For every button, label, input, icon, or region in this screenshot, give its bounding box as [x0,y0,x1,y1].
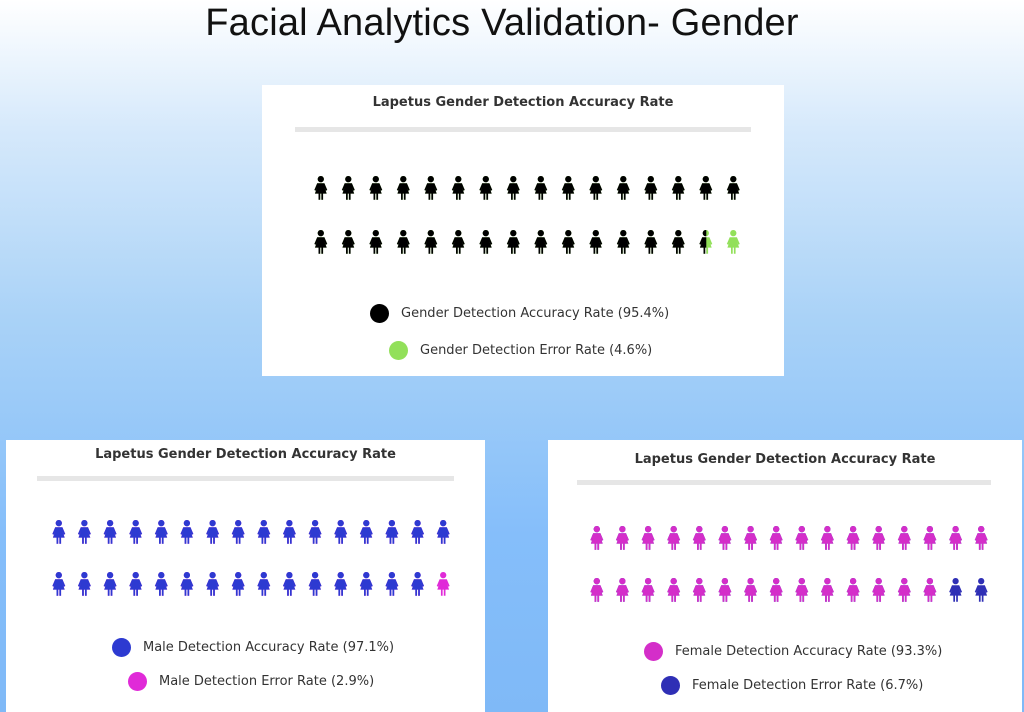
legend-item-error: Gender Detection Error Rate (4.6%) [389,341,652,360]
legend-item-error: Male Detection Error Rate (2.9%) [128,672,374,691]
title-divider [295,127,751,132]
chart-title: Lapetus Gender Detection Accuracy Rate [634,452,936,467]
legend-item-accuracy: Gender Detection Accuracy Rate (95.4%) [370,304,669,323]
chart-panel-overall: Lapetus Gender Detection Accuracy Rate G… [262,85,784,376]
pictogram-grid [590,526,988,602]
title-divider [577,480,991,485]
person-female-icon [436,572,450,596]
chart-title: Lapetus Gender Detection Accuracy Rate [372,95,674,110]
legend-label-error: Female Detection Error Rate (6.7%) [692,678,924,693]
legend-dot-error [661,676,680,695]
person-female-icon [949,578,963,602]
pictogram-grid [52,520,450,596]
legend-dot-error [128,672,147,691]
chart-panel-female: Lapetus Gender Detection Accuracy Rate F… [548,440,1022,712]
legend-label-accuracy: Male Detection Accuracy Rate (97.1%) [143,640,395,655]
legend-dot-accuracy [370,304,389,323]
chart-title: Lapetus Gender Detection Accuracy Rate [95,447,396,462]
legend-item-accuracy: Male Detection Accuracy Rate (97.1%) [112,638,394,657]
legend-label-error: Male Detection Error Rate (2.9%) [159,674,375,689]
person-female-icon [974,578,988,602]
legend-item-accuracy: Female Detection Accuracy Rate (93.3%) [644,642,942,661]
legend-dot-accuracy [644,642,663,661]
pictogram-grid [314,176,740,254]
title-divider [37,476,454,481]
legend-item-error: Female Detection Error Rate (6.7%) [661,676,923,695]
page-title: Facial Analytics Validation- Gender [205,2,799,44]
legend-dot-accuracy [112,638,131,657]
person-female-icon [726,230,740,254]
legend-label-error: Gender Detection Error Rate (4.6%) [420,343,653,358]
legend-label-accuracy: Female Detection Accuracy Rate (93.3%) [675,644,943,659]
legend-label-accuracy: Gender Detection Accuracy Rate (95.4%) [401,306,670,321]
legend-dot-error [389,341,408,360]
chart-panel-male: Lapetus Gender Detection Accuracy Rate M… [6,440,485,712]
